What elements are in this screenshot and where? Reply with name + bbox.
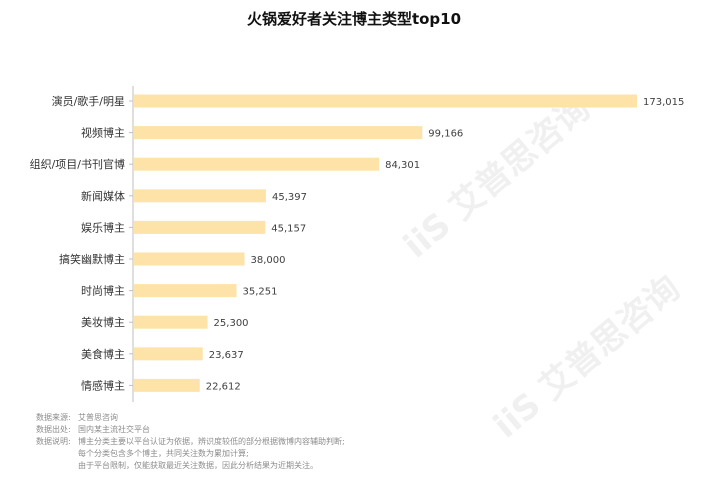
value-label: 38,000 — [250, 255, 285, 266]
value-label: 45,397 — [272, 192, 307, 203]
category-label: 时尚博主 — [81, 284, 125, 298]
description-line: 由于平台限制，仅能获取最近关注数据，因此分析结果为近期关注。 — [78, 461, 318, 470]
source-value: 艾普思咨询 — [78, 413, 118, 422]
data-notes: 数据来源: 艾普思咨询 数据出处: 国内某主流社交平台 数据说明: 博主分类主要… — [36, 412, 345, 472]
value-label: 23,637 — [209, 350, 244, 361]
bar — [134, 347, 203, 361]
category-label: 组织/项目/书刊官博 — [30, 157, 125, 171]
origin-label: 数据出处: — [36, 425, 71, 434]
bar — [134, 315, 208, 329]
category-label: 美妆博主 — [81, 316, 125, 329]
bar — [134, 252, 245, 266]
category-label: 视频博主 — [81, 126, 125, 140]
source-label: 数据来源: — [36, 413, 71, 422]
category-label: 演员/歌手/明星 — [52, 94, 125, 108]
bar — [134, 220, 266, 234]
value-label: 84,301 — [385, 160, 420, 171]
category-label: 搞笑幽默博主 — [59, 252, 125, 266]
bar — [134, 94, 637, 108]
category-label: 新闻媒体 — [81, 189, 125, 203]
value-label: 35,251 — [242, 287, 277, 298]
origin-value: 国内某主流社交平台 — [78, 425, 150, 434]
category-label: 娱乐博主 — [81, 220, 125, 234]
description-line: 每个分类包含多个博主，共同关注数为累加计算; — [78, 449, 249, 458]
value-label: 22,612 — [206, 381, 241, 392]
value-label: 173,015 — [643, 97, 684, 108]
description-line: 博主分类主要以平台认证为依据，辨识度较低的部分根据微博内容辅助判断; — [78, 437, 345, 446]
value-label: 99,166 — [428, 129, 463, 140]
bar — [134, 378, 200, 392]
bar — [134, 189, 266, 203]
bar — [134, 157, 380, 171]
bar — [134, 126, 423, 140]
bar — [134, 284, 237, 298]
value-label: 25,300 — [214, 318, 249, 329]
description-label: 数据说明: — [36, 437, 71, 446]
category-label: 美食博主 — [81, 347, 125, 361]
chart-title: 火锅爱好者关注博主类型top10 — [246, 10, 462, 28]
category-label: 情感博主 — [81, 379, 125, 392]
bar-chart: 演员/歌手/明星 173,015 视频博主 99,166 组织/项目/书刊官博 84,30… — [30, 86, 684, 402]
value-label: 45,157 — [271, 223, 306, 234]
